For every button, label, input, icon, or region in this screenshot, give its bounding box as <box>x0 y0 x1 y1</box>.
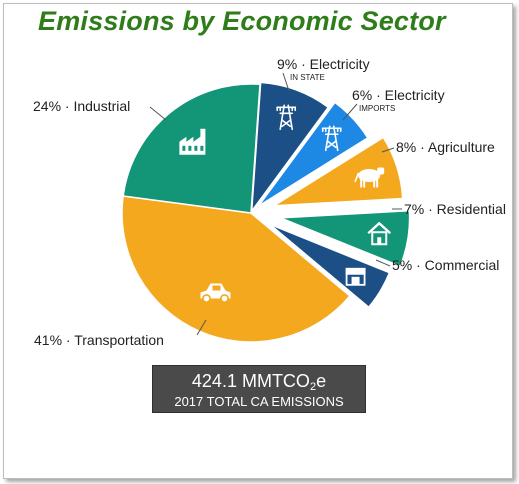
leader-line <box>375 259 391 267</box>
storefront-icon <box>345 267 366 286</box>
slice-sublabel: IMPORTS <box>359 104 395 113</box>
total-emissions-box: 424.1 MMTCO2e 2017 TOTAL CA EMISSIONS <box>152 365 366 413</box>
total-emissions-caption: 2017 TOTAL CA EMISSIONS <box>174 394 344 409</box>
cow-icon <box>354 167 385 188</box>
power-tower-icon <box>276 104 297 131</box>
power-tower-icon <box>321 125 342 152</box>
total-emissions-value: 424.1 MMTCO2e <box>191 371 327 393</box>
slice-label-electricity: 6% · Electricity <box>352 87 445 103</box>
slice-label-agriculture: 8% · Agriculture <box>396 139 495 155</box>
car-icon <box>200 283 231 303</box>
leader-line <box>149 106 167 121</box>
pie-slice-electricity-in-state <box>250 81 330 214</box>
slice-label-residential: 7% · Residential <box>404 201 506 217</box>
leader-line <box>342 103 358 121</box>
leader-line <box>381 147 395 153</box>
slice-label-commercial: 5% · Commercial <box>392 257 499 273</box>
pie-slice-commercial <box>269 223 391 309</box>
slice-label-transportation: 41% · Transportation <box>34 332 164 348</box>
pie-slice-agriculture <box>273 136 404 207</box>
slice-label-industrial: 24% · Industrial <box>33 98 130 114</box>
slice-label-electricity: 9% · Electricity <box>277 56 370 72</box>
house-icon <box>367 222 392 246</box>
slice-sublabel: IN STATE <box>290 73 325 82</box>
leader-line <box>282 72 290 92</box>
chart-title: Emissions by Economic Sector <box>38 6 446 36</box>
leader-line <box>196 319 207 336</box>
factory-icon <box>179 128 206 155</box>
